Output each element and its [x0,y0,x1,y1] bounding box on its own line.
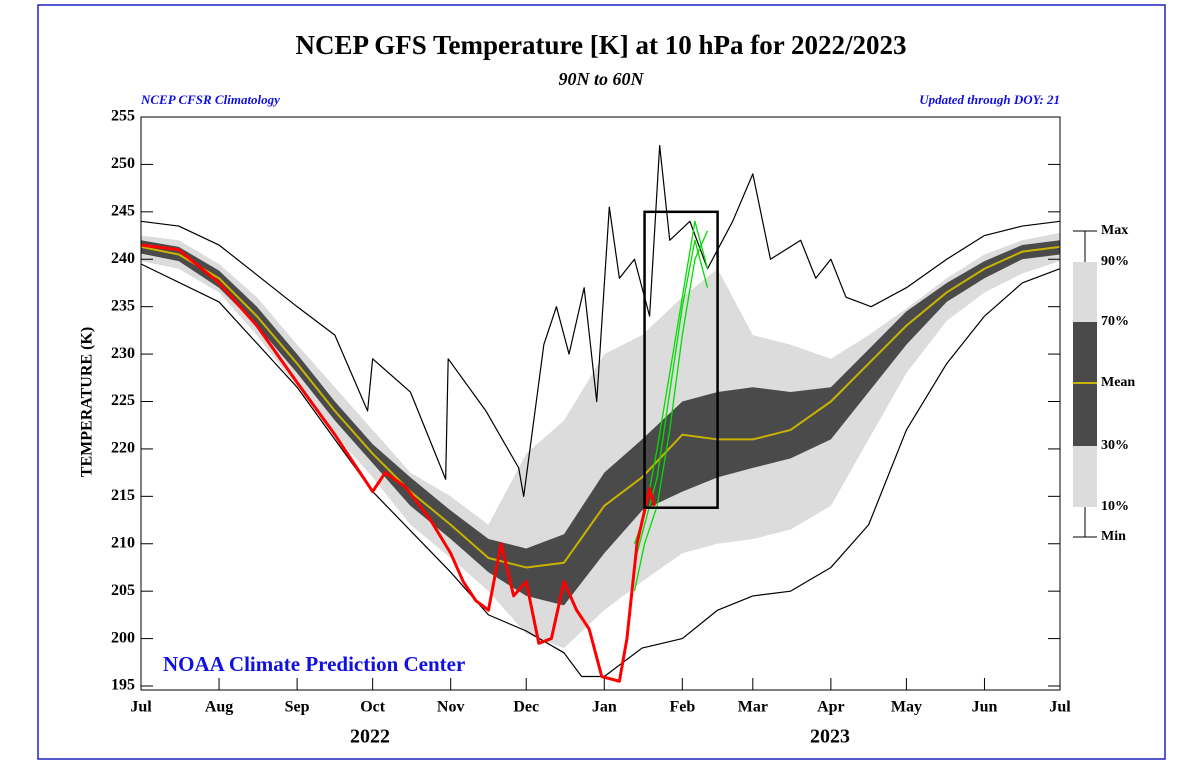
chart-title: NCEP GFS Temperature [K] at 10 hPa for 2… [296,30,907,60]
legend-label: 90% [1101,254,1129,269]
y-tick-label: 225 [111,392,135,409]
y-tick-label: 215 [111,487,135,504]
x-tick-label: Jan [592,699,617,716]
y-tick-label: 255 [111,108,135,125]
highlight-box [643,210,719,509]
line [140,245,1061,569]
legend-label: 30% [1101,438,1129,453]
y-tick-label: 210 [111,534,135,551]
x-tick-label: Jul [1049,699,1071,716]
y-tick-label: 220 [111,440,135,457]
annotation: NCEP CFSR Climatology [140,92,280,107]
y-tick-label: 240 [111,250,135,267]
legend-label: 10% [1101,499,1129,514]
x-tick-label: Jun [972,699,998,716]
annotation: Updated through DOY: 21 [919,92,1060,107]
line [633,239,709,563]
line [633,230,709,592]
y-tick-label: 195 [111,677,135,694]
band [141,232,1060,649]
chart-subtitle: 90N to 60N [559,69,645,89]
legend-label: 70% [1101,314,1129,329]
y-axis-label: TEMPERATURE (K) [79,327,96,477]
frame [37,4,1166,760]
legend-label: Min [1101,529,1126,544]
x-tick-label: Mar [738,699,768,716]
y-tick-label: 200 [111,629,135,646]
x-tick-label: Nov [437,699,465,716]
x-tick-label: Oct [360,699,386,716]
line [140,263,1061,678]
y-tick-label: 230 [111,345,135,362]
x-tick-label: Aug [205,699,233,716]
year-label: 2022 [350,726,390,748]
line [140,144,1061,497]
x-tick-label: Jul [130,699,152,716]
year-label: 2023 [810,726,850,748]
legend-label: Mean [1101,375,1135,390]
legend-label: Max [1101,223,1128,238]
y-tick-label: 245 [111,203,135,220]
y-tick-label: 235 [111,297,135,314]
x-tick-label: Dec [513,699,539,716]
x-tick-label: Apr [817,699,845,716]
plot-frame [140,116,1061,691]
x-tick-label: Sep [285,699,310,716]
x-tick-label: Feb [669,699,695,716]
y-tick-label: 205 [111,582,135,599]
y-tick-label: 250 [111,155,135,172]
annotation: NOAA Climate Prediction Center [163,652,465,676]
band [141,240,1060,606]
line [140,243,657,683]
x-tick-label: May [891,699,922,716]
